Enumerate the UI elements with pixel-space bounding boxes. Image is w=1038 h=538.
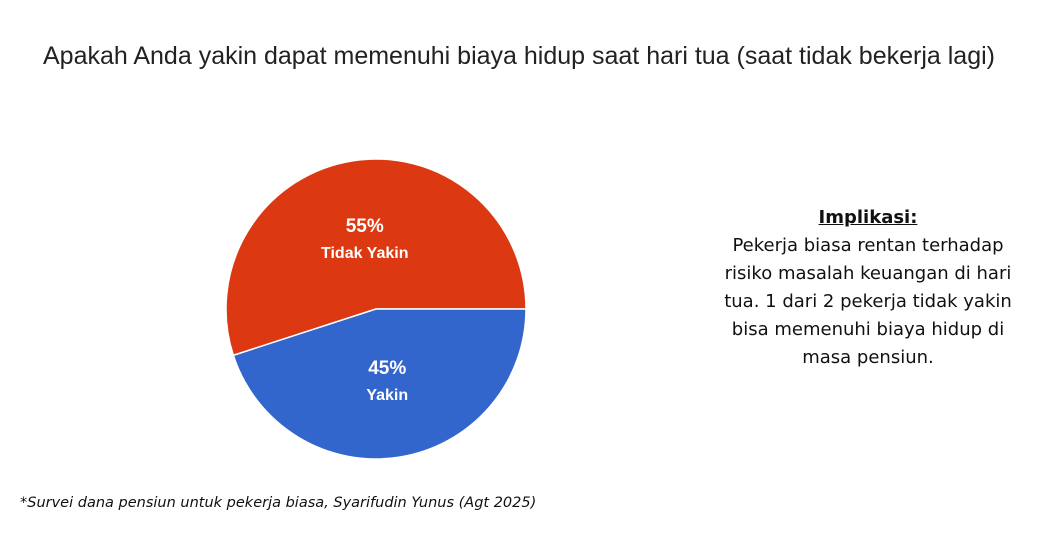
- chart-title: Apakah Anda yakin dapat memenuhi biaya h…: [43, 42, 995, 70]
- slice-percent-yakin: 45%: [368, 358, 406, 379]
- slice-percent-tidak-yakin: 55%: [346, 216, 384, 237]
- implication-heading: Implikasi:: [818, 207, 918, 228]
- implication-box: Implikasi: Pekerja biasa rentan terhadap…: [708, 204, 1028, 372]
- pie-slice-yakin: [232, 308, 527, 460]
- slice-label-yakin: Yakin: [366, 387, 408, 404]
- slice-label-tidak-yakin: Tidak Yakin: [321, 245, 408, 262]
- survey-footnote: *Survei dana pensiun untuk pekerja biasa…: [20, 495, 537, 511]
- implication-body: Pekerja biasa rentan terhadap risiko mas…: [724, 235, 1012, 368]
- pie-slice-tidak-yakin: [225, 158, 527, 357]
